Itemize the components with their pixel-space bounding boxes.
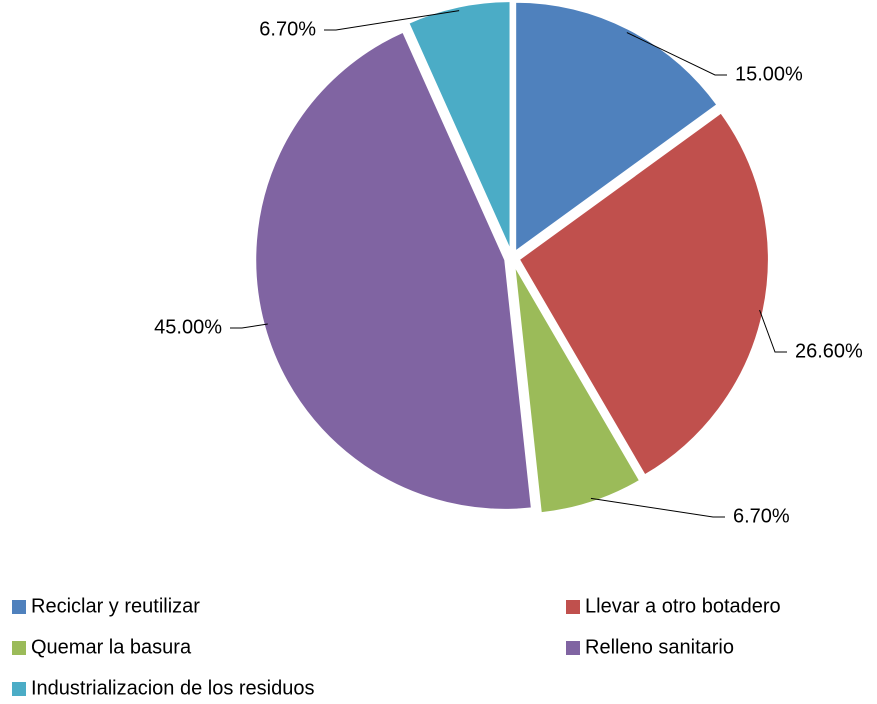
legend-swatch [566,641,580,655]
legend-swatch [566,600,580,614]
leader-line [626,32,727,76]
pie-slice [407,0,512,252]
pie-slice [517,111,770,477]
pie-slice [513,264,642,515]
legend-label: Industrializacion de los residuos [31,677,315,699]
legend-label: Quemar la basura [31,636,192,658]
legend-swatch [12,682,26,696]
legend-label: Llevar a otro botadero [585,595,781,617]
data-label: 26.60% [795,340,863,362]
legend-label: Reciclar y reutilizar [31,595,200,617]
leader-line [324,10,460,31]
pie-slice [514,0,719,254]
legend-swatch [12,641,26,655]
leader-line [590,497,725,518]
data-label: 6.70% [733,505,790,527]
leader-line [230,323,268,329]
legend-swatch [12,600,26,614]
data-label: 6.70% [259,18,316,40]
data-label: 45.00% [154,316,222,338]
data-label: 15.00% [735,63,803,85]
leader-line [759,309,787,353]
legend-label: Relleno sanitario [585,636,734,658]
